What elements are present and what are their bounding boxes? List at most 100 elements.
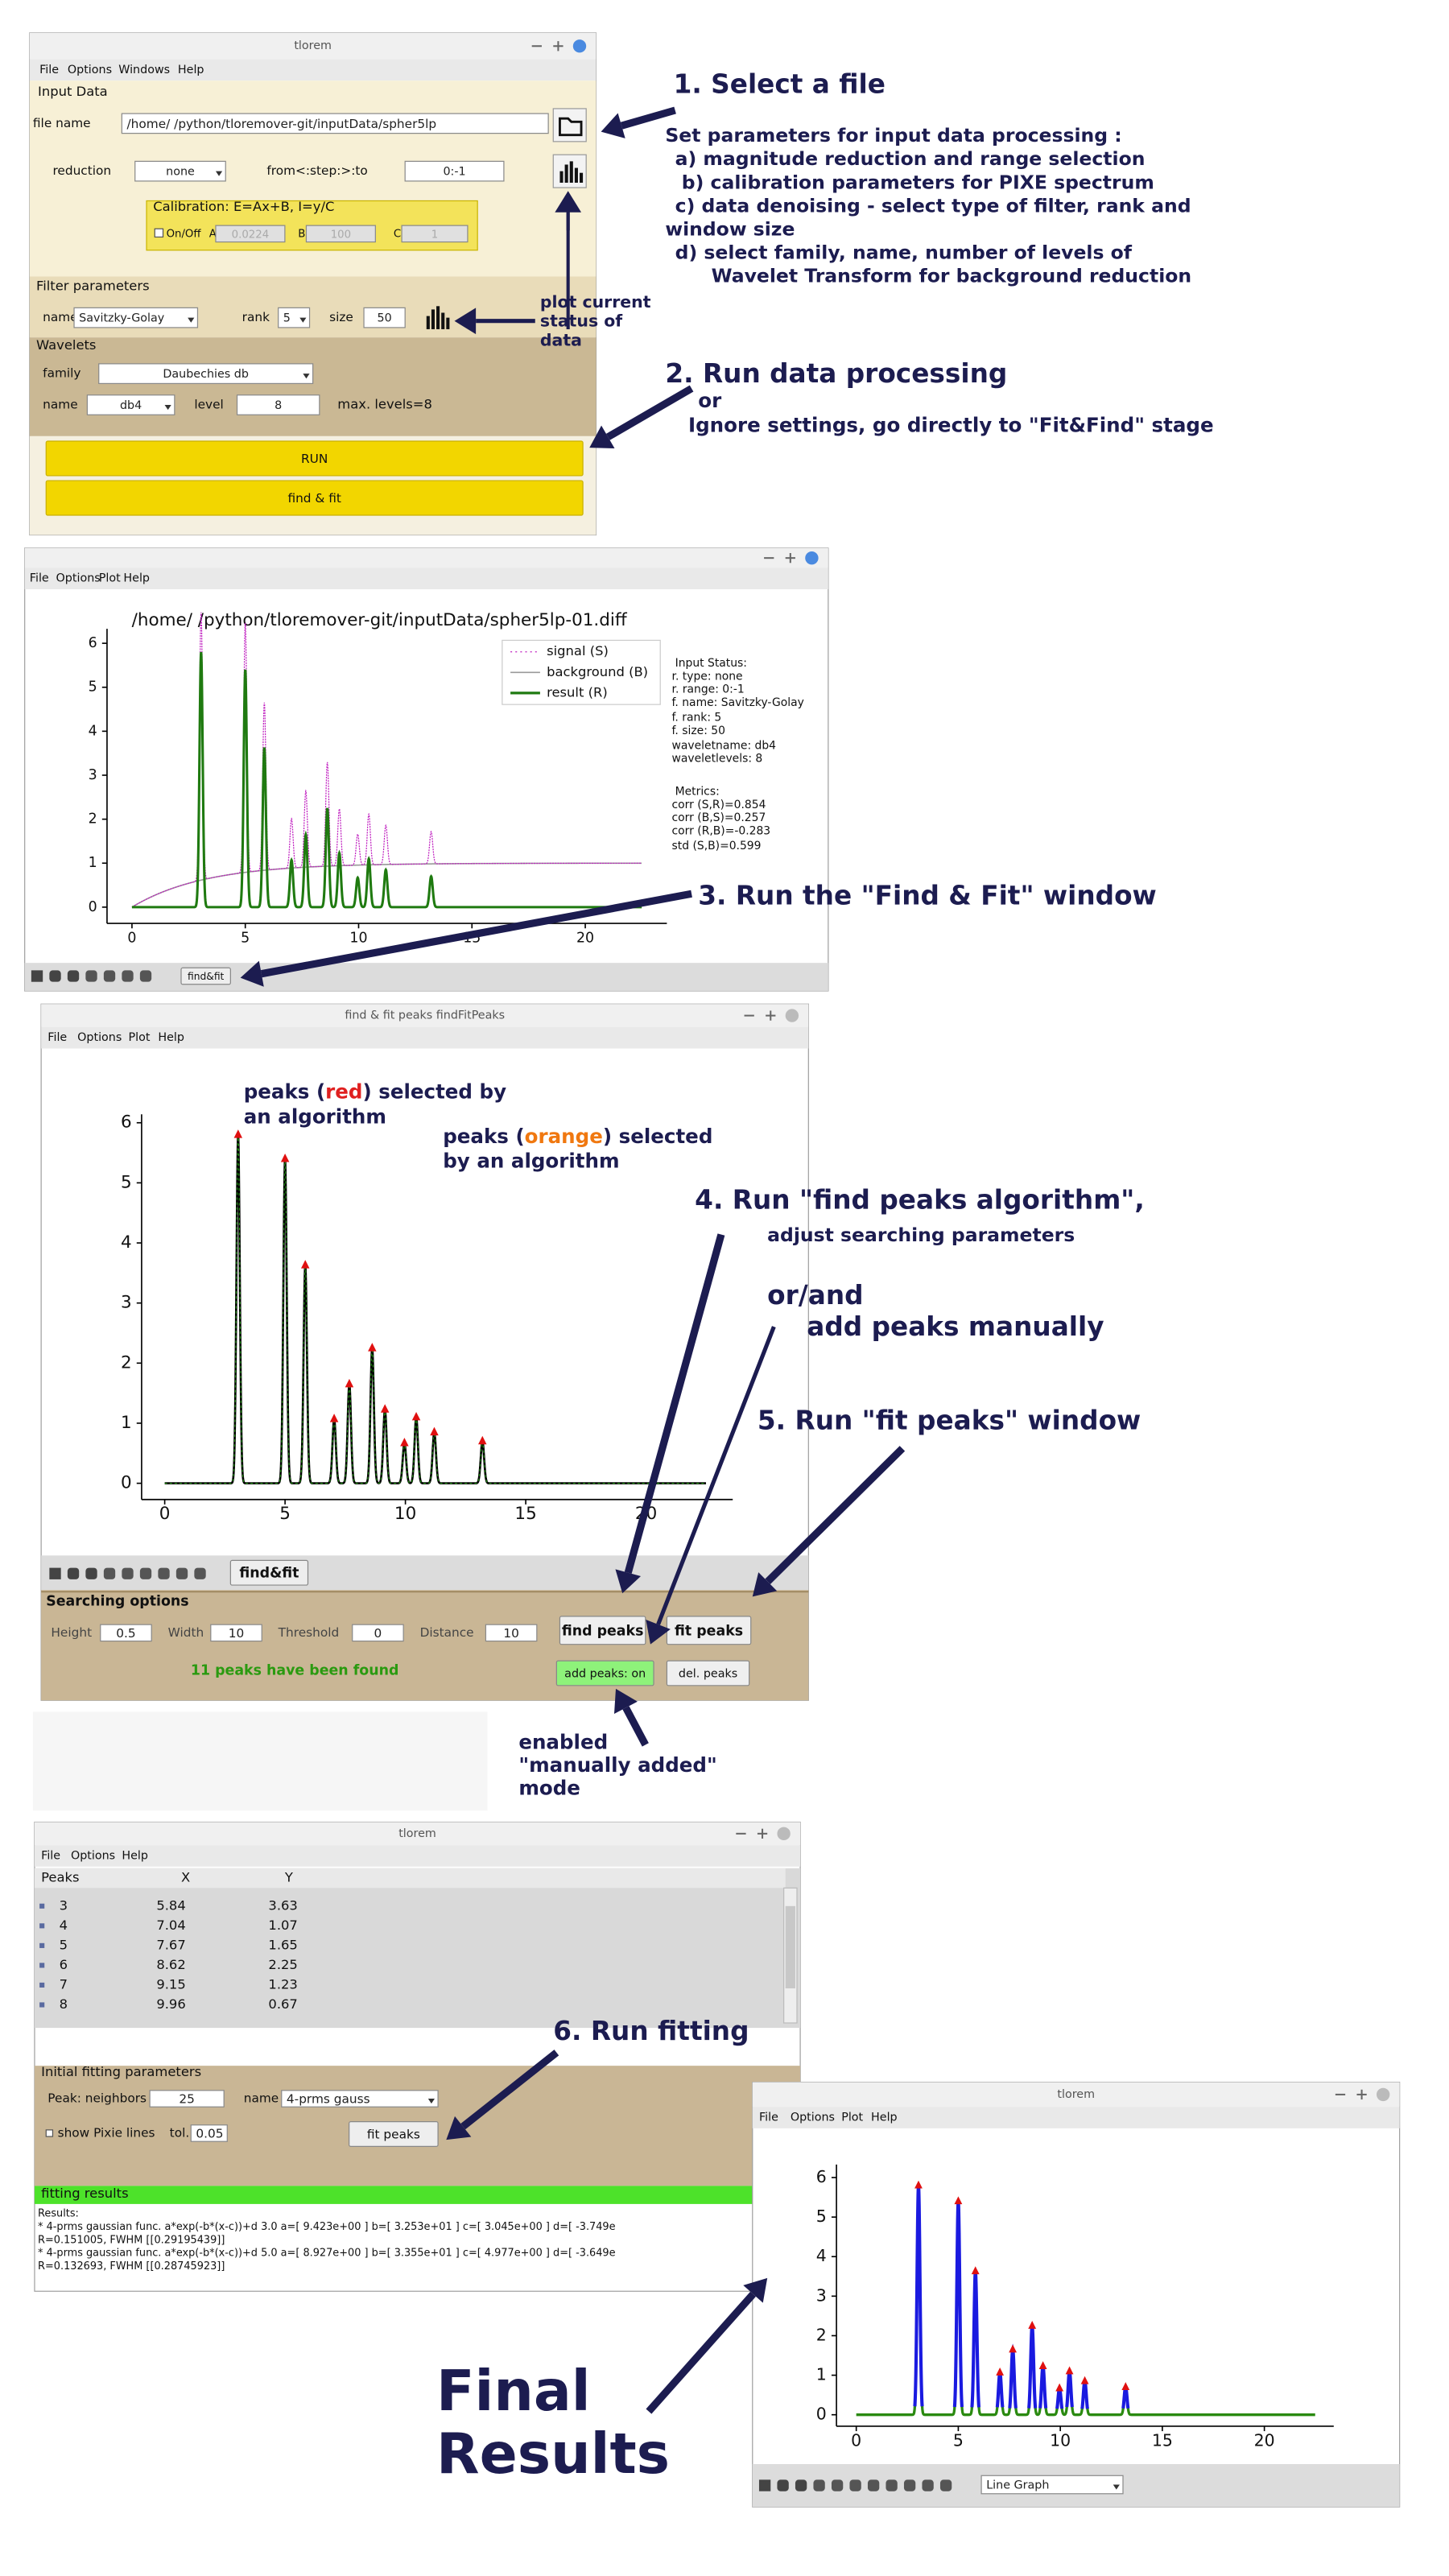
button-label[interactable]: add peaks: on bbox=[564, 1667, 646, 1680]
checkbox[interactable] bbox=[154, 228, 164, 238]
button[interactable] bbox=[555, 1660, 654, 1686]
menu-item[interactable]: File bbox=[30, 572, 49, 585]
button-label[interactable]: find peaks bbox=[562, 1623, 644, 1639]
button-label[interactable]: fit peaks bbox=[675, 1623, 743, 1639]
y-tick-label: 5 bbox=[816, 2207, 827, 2226]
menu-item[interactable]: Plot bbox=[841, 2112, 863, 2124]
input-value[interactable]: 0 bbox=[374, 1626, 382, 1641]
input-value[interactable]: db4 bbox=[120, 399, 142, 412]
button-label[interactable]: del. peaks bbox=[679, 1667, 737, 1680]
toolbar-icon[interactable] bbox=[175, 1567, 188, 1579]
label: file name bbox=[33, 116, 91, 130]
toolbar-icon[interactable] bbox=[867, 2479, 880, 2491]
menu-item[interactable]: Help bbox=[158, 1031, 184, 1044]
toolbar-icon[interactable] bbox=[758, 2479, 771, 2491]
menu-item[interactable]: Help bbox=[122, 1849, 148, 1862]
toolbar-icon[interactable] bbox=[103, 1567, 116, 1579]
close-icon[interactable] bbox=[805, 551, 819, 565]
toolbar-icon[interactable] bbox=[194, 1567, 206, 1579]
toolbar-icon[interactable] bbox=[139, 970, 152, 982]
toolbar-icon[interactable] bbox=[849, 2479, 861, 2491]
toolbar-icon[interactable] bbox=[67, 970, 80, 982]
input-value[interactable]: 1 bbox=[431, 229, 438, 241]
menu-item[interactable]: Help bbox=[871, 2112, 898, 2124]
menu-item[interactable]: File bbox=[41, 1849, 60, 1862]
input-value[interactable]: 0.05 bbox=[196, 2126, 223, 2140]
input-value[interactable]: 8 bbox=[275, 399, 282, 412]
button-label[interactable]: find&fit bbox=[239, 1566, 299, 1582]
close-icon[interactable] bbox=[572, 39, 587, 53]
input-value[interactable]: 0:-1 bbox=[443, 166, 465, 179]
toolbar-icon[interactable] bbox=[103, 970, 116, 982]
input-value[interactable]: Savitzky-Golay bbox=[79, 312, 165, 325]
menu-item[interactable]: Help bbox=[178, 64, 204, 76]
button-label[interactable]: find & fit bbox=[287, 491, 341, 506]
input-value[interactable]: 0.0224 bbox=[232, 229, 269, 241]
arrow-head bbox=[743, 2277, 768, 2303]
menu-item[interactable]: Windows bbox=[118, 64, 170, 76]
menu-item[interactable]: Plot bbox=[129, 1031, 151, 1044]
toolbar-icon[interactable] bbox=[49, 970, 61, 982]
menu-item[interactable]: Plot bbox=[99, 572, 121, 585]
toolbar-icon[interactable] bbox=[85, 970, 97, 982]
menu-item[interactable]: Options bbox=[56, 572, 101, 585]
button-label[interactable]: RUN bbox=[301, 452, 328, 466]
toolbar-icon[interactable] bbox=[85, 1567, 97, 1579]
input-value[interactable]: 10 bbox=[229, 1626, 245, 1641]
input-box bbox=[73, 307, 199, 328]
input-value[interactable]: /home/ /python/tloremover-git/inputData/… bbox=[127, 117, 437, 131]
close-icon[interactable] bbox=[1377, 2087, 1390, 2102]
input-value[interactable]: 0.5 bbox=[116, 1626, 135, 1641]
button[interactable] bbox=[45, 440, 584, 477]
input-value[interactable]: 10 bbox=[503, 1626, 519, 1641]
button[interactable] bbox=[349, 2121, 439, 2147]
button-label[interactable]: fit peaks bbox=[367, 2128, 420, 2142]
toolbar-icon[interactable] bbox=[922, 2479, 934, 2491]
x-tick-label: 20 bbox=[576, 930, 594, 946]
toolbar-icon[interactable] bbox=[139, 1567, 152, 1579]
toolbar-icon[interactable] bbox=[122, 970, 134, 982]
close-icon[interactable] bbox=[777, 1827, 791, 1841]
toolbar-icon[interactable] bbox=[31, 970, 43, 982]
close-icon[interactable] bbox=[785, 1009, 799, 1022]
row-icon bbox=[39, 1903, 45, 1909]
y-tick-label: 0 bbox=[816, 2405, 827, 2424]
menu-item[interactable]: Options bbox=[791, 2112, 835, 2124]
input-value[interactable]: 4-prms gauss bbox=[287, 2092, 370, 2107]
toolbar-icon[interactable] bbox=[67, 1567, 80, 1579]
menu-item[interactable]: File bbox=[759, 2112, 778, 2124]
input-value[interactable]: 50 bbox=[378, 312, 392, 325]
menu-item[interactable]: File bbox=[39, 64, 59, 76]
x-tick-label: 0 bbox=[159, 1504, 171, 1524]
input-value[interactable]: 100 bbox=[331, 229, 351, 241]
input-value[interactable]: 25 bbox=[179, 2092, 195, 2107]
toolbar-icon[interactable] bbox=[49, 1567, 61, 1579]
input-value[interactable]: Daubechies db bbox=[163, 368, 249, 381]
button[interactable] bbox=[45, 480, 584, 516]
checkbox[interactable] bbox=[45, 2129, 54, 2137]
toolbar-icon[interactable] bbox=[813, 2479, 825, 2491]
toolbar-icon[interactable] bbox=[795, 2479, 807, 2491]
button[interactable] bbox=[229, 1559, 309, 1586]
menu-item[interactable]: Options bbox=[71, 1849, 115, 1862]
toolbar-icon[interactable] bbox=[886, 2479, 898, 2491]
button-label[interactable]: find&fit bbox=[188, 971, 225, 982]
input-value[interactable]: 5 bbox=[283, 312, 291, 325]
toolbar-icon[interactable] bbox=[831, 2479, 844, 2491]
toolbar-icon[interactable] bbox=[158, 1567, 170, 1579]
input-value[interactable]: Line Graph bbox=[986, 2479, 1049, 2492]
scroll-thumb[interactable] bbox=[785, 1905, 795, 1989]
menu-item[interactable]: Help bbox=[123, 572, 150, 585]
toolbar-icon[interactable] bbox=[777, 2479, 789, 2491]
button[interactable] bbox=[180, 967, 231, 985]
button[interactable] bbox=[666, 1660, 750, 1686]
toolbar-icon[interactable] bbox=[939, 2479, 952, 2491]
menu-item[interactable]: Options bbox=[77, 1031, 122, 1044]
menu-item[interactable]: Options bbox=[68, 64, 112, 76]
menu-item[interactable]: File bbox=[47, 1031, 67, 1044]
toolbar-icon[interactable] bbox=[122, 1567, 134, 1579]
button[interactable] bbox=[559, 1616, 646, 1645]
input-value[interactable]: none bbox=[166, 166, 195, 179]
dropdown-arrow bbox=[215, 171, 223, 176]
toolbar-icon[interactable] bbox=[903, 2479, 916, 2491]
